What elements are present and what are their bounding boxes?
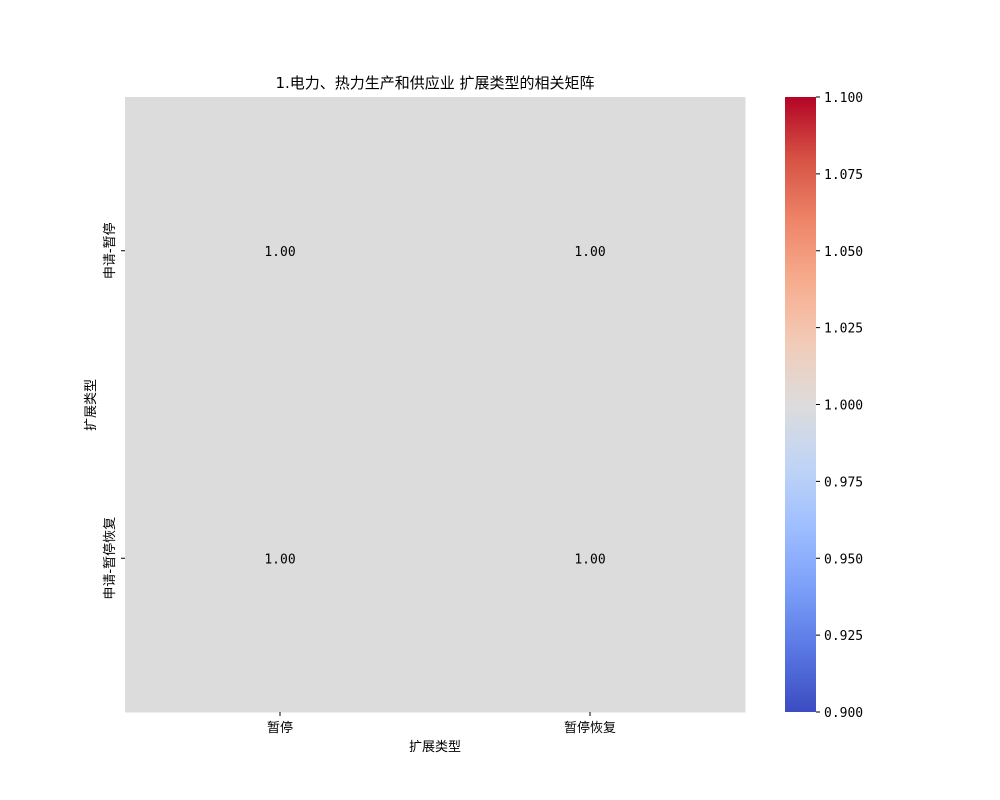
heatmap-cell-label: 1.00: [264, 245, 295, 260]
colorbar-tick-label: 1.000: [824, 399, 863, 414]
colorbar-tick-label: 1.025: [824, 322, 863, 337]
x-axis-label: 扩展类型: [409, 740, 461, 755]
y-tick-label: 申请-暂停: [102, 222, 118, 279]
colorbar-tick-label: 0.950: [824, 552, 863, 567]
x-tick-label: 暂停恢复: [564, 720, 616, 736]
heatmap-cell-label: 1.00: [574, 552, 605, 567]
heatmap-cell-label: 1.00: [264, 552, 295, 567]
colorbar-tick-label: 1.050: [824, 245, 863, 260]
chart-title: 1.电力、热力生产和供应业 扩展类型的相关矩阵: [275, 74, 594, 92]
heatmap-cell: [435, 97, 746, 405]
x-axis-ticks: 暂停 暂停恢复: [267, 712, 616, 736]
heatmap-cell-label: 1.00: [574, 245, 605, 260]
colorbar-ticks: 0.900 0.925 0.950 0.975 1.000 1.025 1.050 1.075…: [816, 91, 863, 721]
y-tick-label: 申请-暂停恢复: [102, 517, 118, 600]
heatmap-cell-labels: 1.00 1.00 1.00 1.00: [264, 245, 605, 568]
y-axis-label: 扩展类型: [84, 379, 99, 431]
colorbar-tick-label: 0.975: [824, 475, 863, 490]
heatmap-cells: [125, 97, 746, 713]
heatmap-cell: [435, 404, 746, 713]
colorbar-tick-label: 0.925: [824, 629, 863, 644]
colorbar-tick-label: 1.100: [824, 91, 863, 106]
colorbar-tick-label: 0.900: [824, 706, 863, 721]
colorbar: [785, 97, 816, 712]
colorbar-tick-label: 1.075: [824, 168, 863, 183]
heatmap-cell: [125, 404, 436, 713]
heatmap-cell: [125, 97, 436, 405]
x-tick-label: 暂停: [267, 720, 293, 736]
